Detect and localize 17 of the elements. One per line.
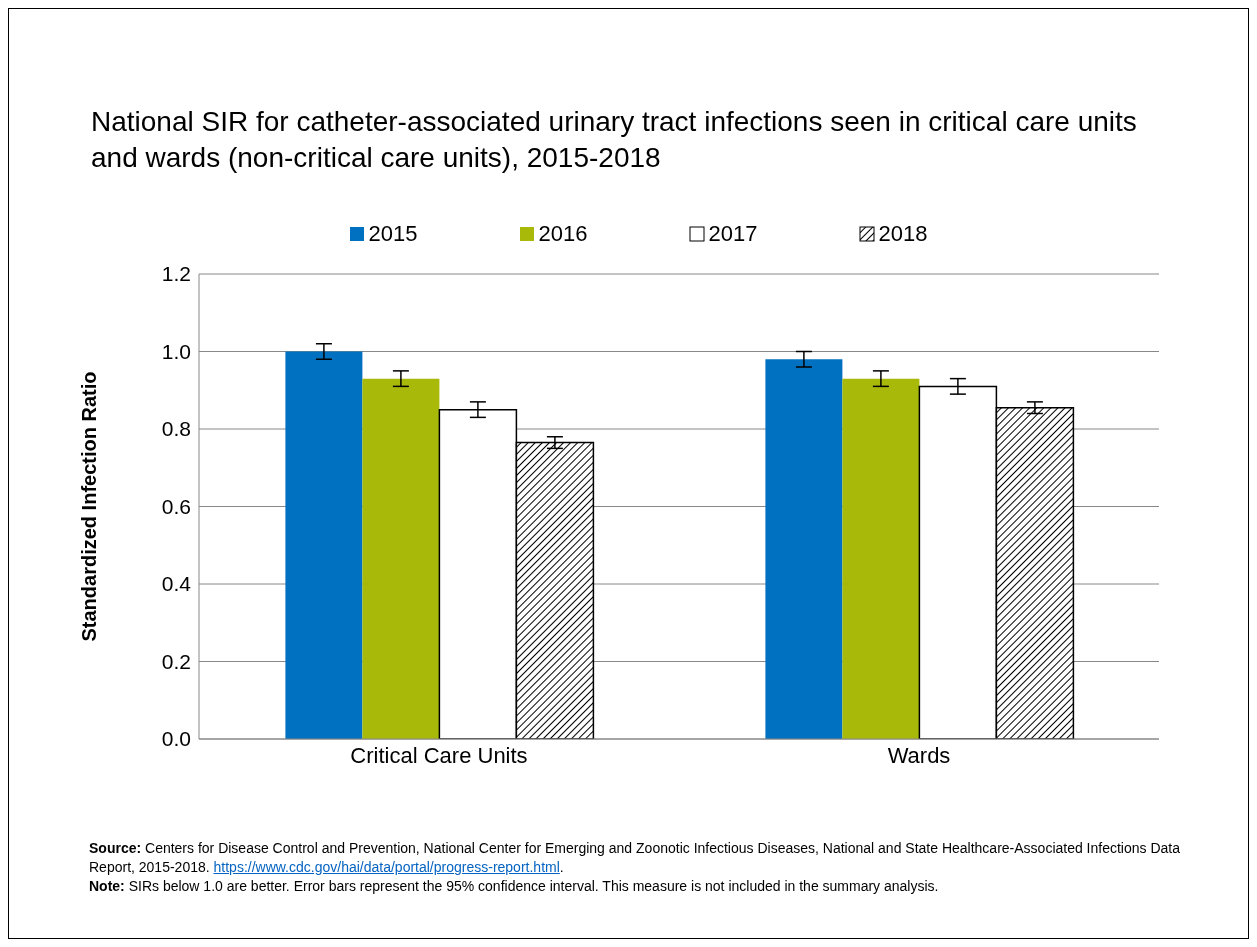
x-tick-label: Wards: [887, 742, 951, 768]
y-tick-label: 1.0: [161, 339, 191, 363]
y-tick-label: 0.8: [161, 417, 191, 441]
y-tick-label: 0.2: [161, 649, 191, 673]
y-tick-label: 1.2: [161, 262, 191, 286]
y-tick-label: 0.4: [161, 572, 192, 596]
y-tick-label: 0.0: [161, 727, 191, 751]
y-axis-title: Standardized Infection Ratio: [78, 371, 101, 642]
source-note: Source: Centers for Disease Control and Prevention, National Center for Emerging and Zoonotic Infectious Diseases, National and State Healthcare-Associated Infections Data Report, 2015-2018. https://www.cdc.gov/hai/data/portal/progress-report.html.: [89, 839, 1181, 877]
legend-label: 2017: [708, 221, 758, 247]
text: Note: SIRs below 1.0 are better. Error bars represent the 95% confidence interval. This measure is not included in the summary analysis.: [89, 877, 940, 896]
legend-label: 2016: [538, 221, 588, 247]
chart-title: National SIR for catheter-associated urinary tract infections seen in critical care units and wards (non-critical care units), 2015-2018: [91, 105, 1138, 175]
legend-label: 2015: [368, 221, 418, 247]
legend-label: 2018: [878, 221, 928, 247]
y-tick-label: 0.6: [161, 494, 191, 518]
x-tick-label: Critical Care Units: [350, 742, 528, 768]
